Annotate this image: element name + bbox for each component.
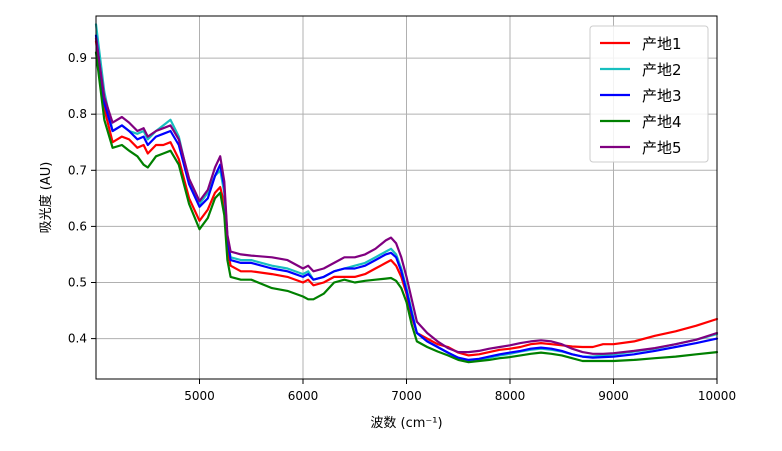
legend-label: 产地1 — [642, 35, 682, 53]
y-tick-label: 0.9 — [68, 51, 87, 65]
x-axis-label: 波数 (cm⁻¹) — [370, 416, 442, 431]
y-tick-label: 0.4 — [68, 332, 87, 346]
y-tick-label: 0.6 — [68, 219, 87, 233]
y-tick-label: 0.8 — [68, 107, 87, 121]
x-tick-label: 9000 — [598, 389, 629, 403]
x-tick-label: 10000 — [698, 389, 736, 403]
series-lines — [94, 23, 719, 364]
x-tick-label: 8000 — [495, 389, 526, 403]
legend-label: 产地3 — [642, 87, 682, 105]
x-tick-label: 5000 — [184, 389, 215, 403]
legend-box — [589, 25, 709, 163]
series-line — [94, 40, 719, 357]
series-line — [94, 51, 719, 364]
y-tick-label: 0.5 — [68, 275, 87, 289]
series-line — [94, 34, 719, 361]
y-tick-label: 0.7 — [68, 163, 87, 177]
legend: 产地1 产地2 产地3 产地4 产地5 — [589, 25, 709, 163]
series-line — [94, 37, 719, 355]
legend-label: 产地2 — [642, 61, 682, 79]
legend-label: 产地5 — [642, 139, 682, 157]
x-tick-label: 7000 — [391, 389, 422, 403]
axis-ticks: 5000 6000 7000 8000 9000 10000 0.4 0.5 0.6 0.7 0.8… — [68, 51, 736, 403]
x-tick-label: 6000 — [288, 389, 319, 403]
y-axis-label: 吸光度 (AU) — [38, 162, 54, 234]
legend-label: 产地4 — [642, 113, 682, 131]
